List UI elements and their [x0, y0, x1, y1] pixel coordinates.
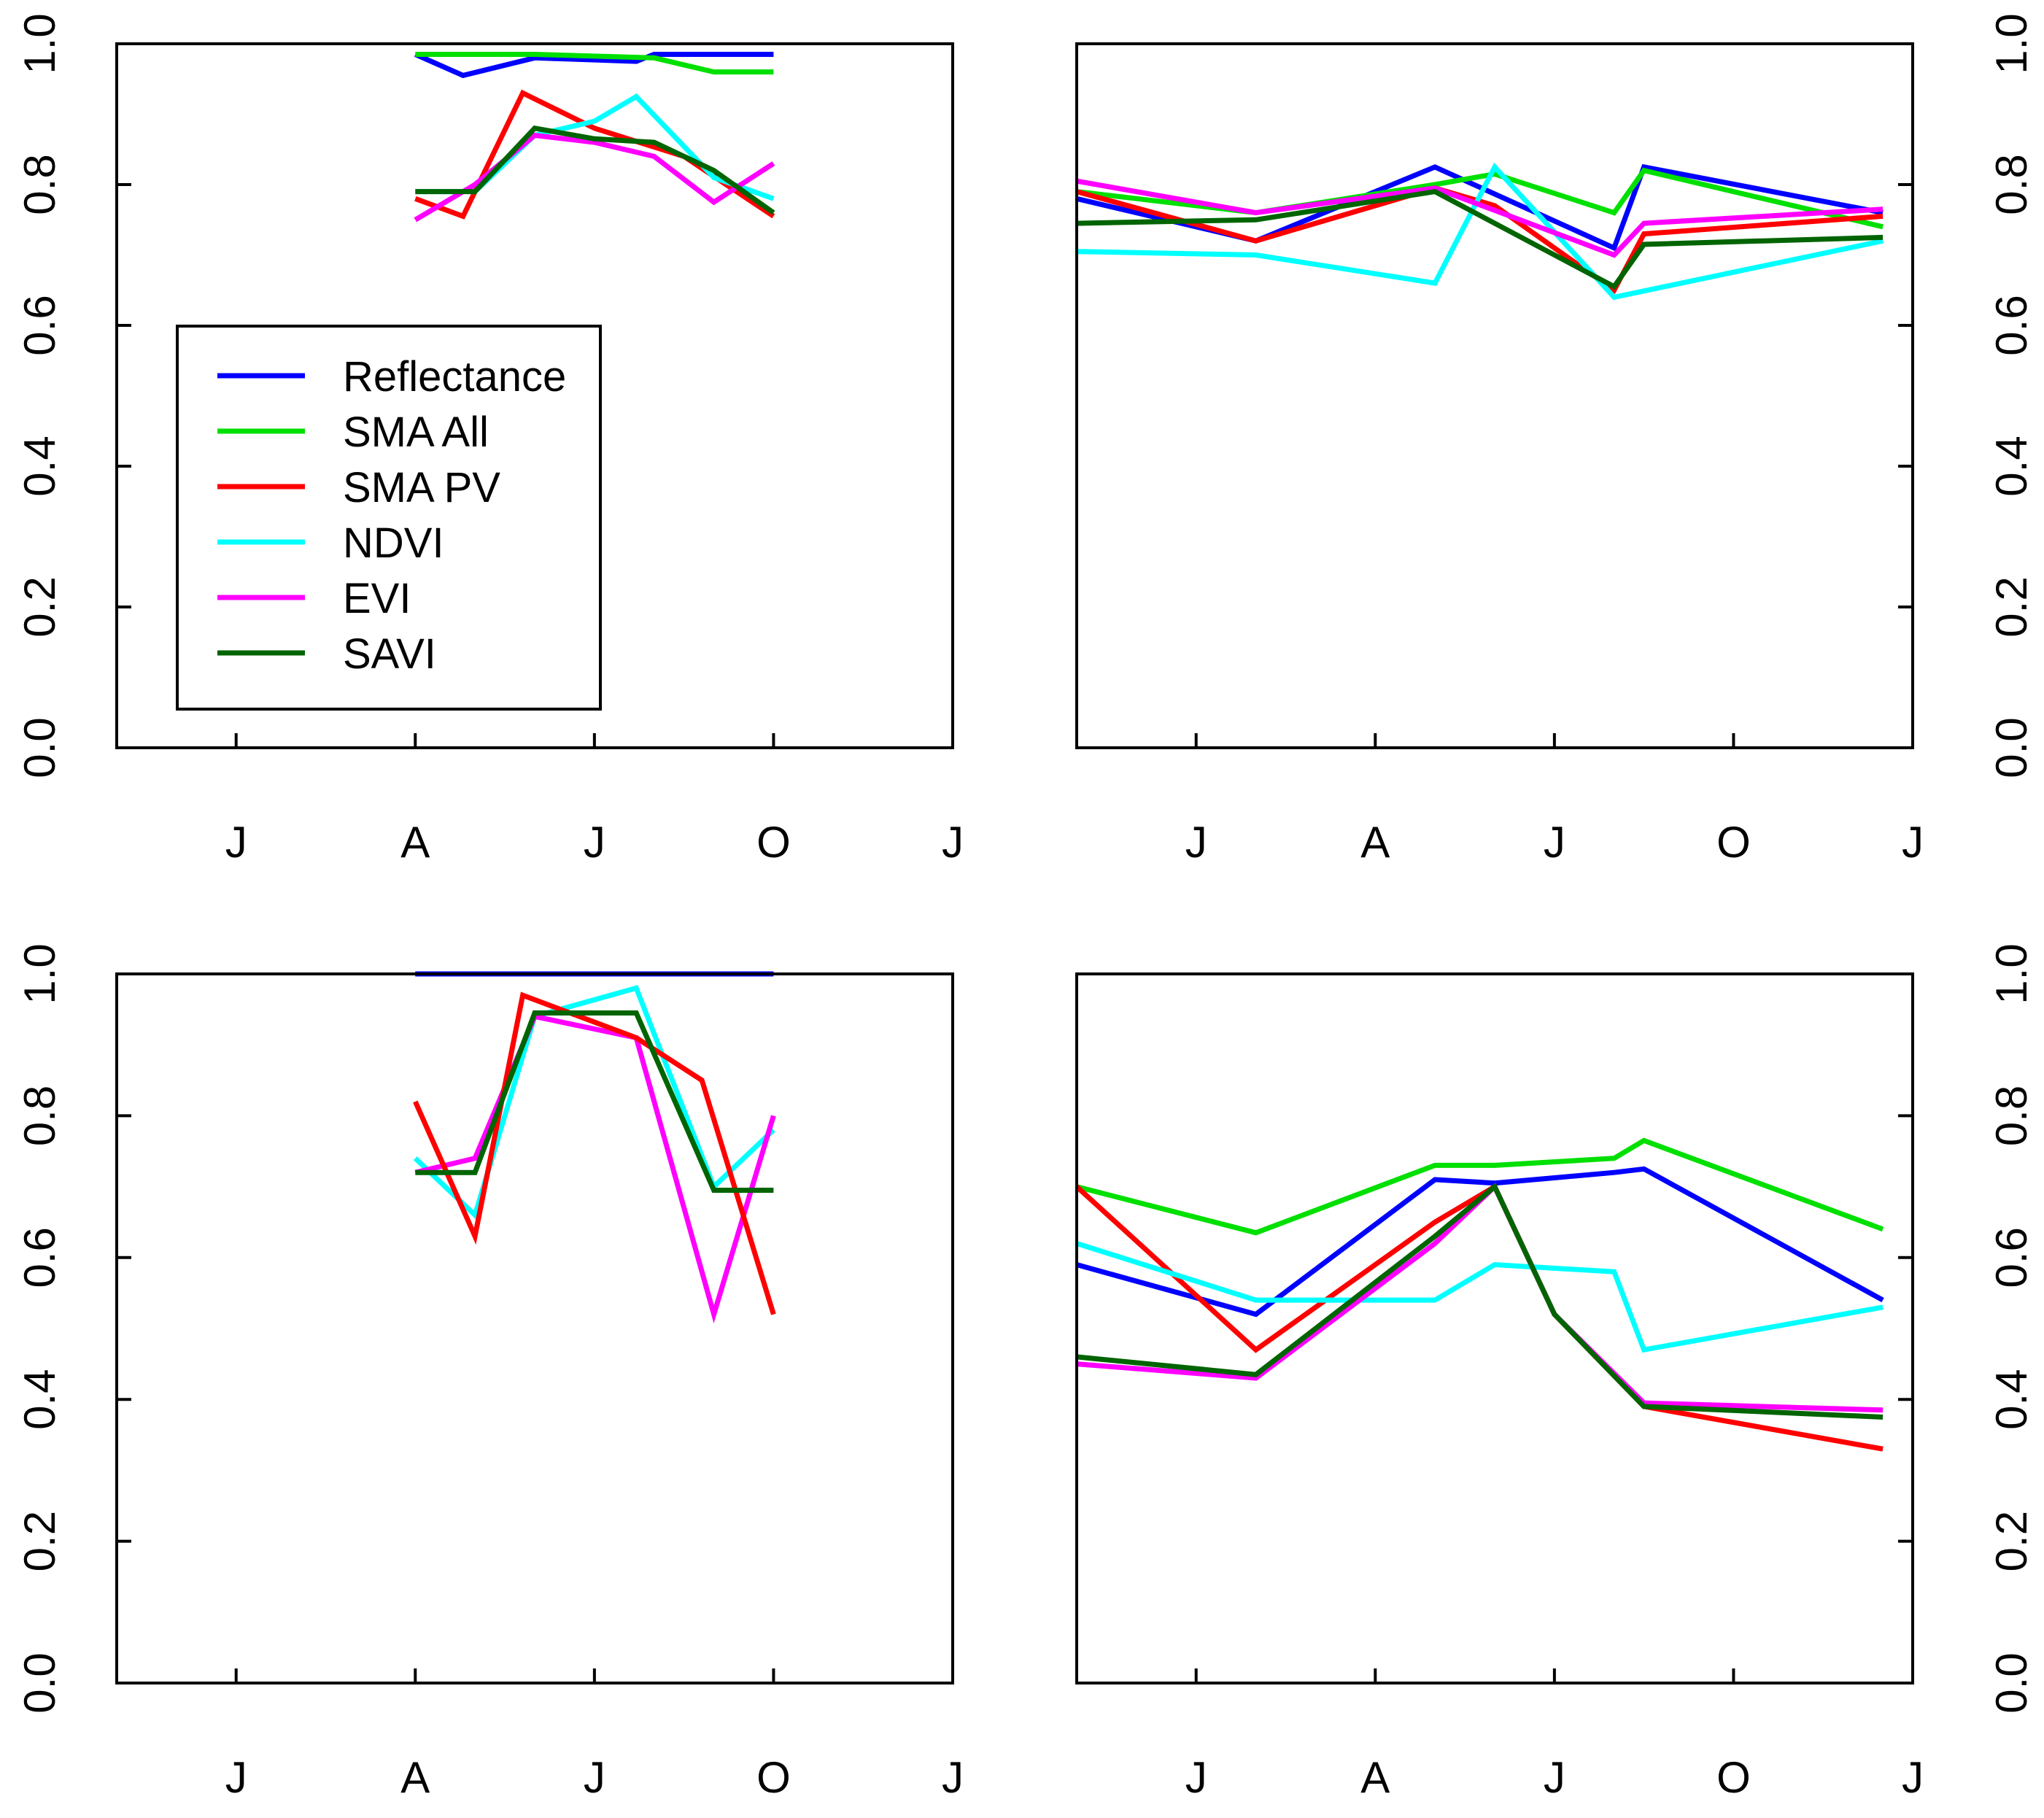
series-line-sma-pv: [1076, 185, 1884, 294]
y-tick-label: 0.8: [1987, 154, 2036, 214]
series-line-savi: [1076, 1183, 1884, 1420]
panel-bottom-right: J A J O J 0.0 0.2 0.4 0.6 0.8 1.0: [1075, 943, 2036, 1802]
plot-frame: [1075, 972, 1914, 1684]
plot-frame: [115, 972, 954, 1684]
y-tick-label: 0.0: [15, 1652, 64, 1713]
x-tick-label: J: [1902, 818, 1924, 867]
legend-box: [176, 325, 602, 711]
y-tick-label: 0.0: [1987, 1652, 2036, 1713]
x-tick-label: J: [584, 818, 605, 867]
x-tick-label: J: [942, 818, 964, 867]
y-tick-label: 0.4: [1987, 1369, 2036, 1429]
y-tick-label: 1.0: [15, 13, 64, 74]
x-tick-label: J: [1185, 1753, 1207, 1802]
series-line-savi: [1076, 188, 1884, 290]
panel-bottom-left: J A J O J 0.0 0.2 0.4 0.6 0.8 1.0: [15, 943, 964, 1802]
legend-items: Reflectance SMA All SMA PV NDVI EVI SAVI: [217, 353, 566, 678]
x-tick-label: J: [1902, 1753, 1924, 1802]
legend-label: SMA PV: [343, 464, 500, 511]
y-tick-label: 0.6: [1987, 1227, 2036, 1288]
panel-top-right: J A J O J 0.0 0.2 0.4 0.6 0.8 1.0: [1075, 13, 2036, 867]
legend: Reflectance SMA All SMA PV NDVI EVI SAVI: [176, 325, 602, 711]
panel-top-left: J A J O J 0.0 0.2 0.4 0.6 0.8 1.0: [15, 13, 964, 867]
x-tick-label: J: [1185, 818, 1207, 867]
panels-group: J A J O J 0.0 0.2 0.4 0.6 0.8 1.0 J A J O J 0.0 0.2 0.4 0.6…: [15, 13, 2036, 1802]
x-tick-label: A: [400, 818, 430, 867]
x-tick-label: A: [1360, 1753, 1390, 1802]
y-tick-label: 0.4: [1987, 436, 2036, 496]
legend-label: EVI: [343, 575, 411, 622]
x-tick-label: J: [942, 1753, 964, 1802]
x-tick-label: O: [1716, 818, 1751, 867]
series-line-sma-all: [1076, 1137, 1884, 1236]
plot-frame: [1075, 42, 1914, 749]
x-tick-label: J: [1544, 1753, 1565, 1802]
x-tick-label: O: [756, 818, 791, 867]
legend-label: Reflectance: [343, 353, 566, 401]
series-line-sma-pv: [414, 89, 775, 220]
y-tick-label: 0.8: [15, 154, 64, 214]
series-line-ndvi: [1076, 162, 1884, 301]
series-line-evi: [414, 1013, 776, 1324]
y-tick-label: 0.6: [1987, 295, 2036, 355]
y-tick-label: 0.4: [15, 436, 64, 496]
legend-label: SMA All: [343, 409, 489, 456]
legend-label: NDVI: [343, 519, 444, 567]
y-tick-label: 0.0: [1987, 717, 2036, 778]
y-tick-label: 1.0: [15, 943, 64, 1004]
x-tick-label: O: [756, 1753, 791, 1802]
x-tick-label: J: [225, 818, 247, 867]
x-tick-label: J: [225, 1753, 247, 1802]
plot-frame: [115, 42, 954, 749]
y-tick-label: 0.8: [15, 1086, 64, 1146]
y-tick-label: 0.6: [15, 295, 64, 355]
legend-label: SAVI: [343, 630, 436, 678]
y-tick-label: 0.2: [15, 576, 64, 637]
y-tick-label: 1.0: [1987, 943, 2036, 1004]
series-line-reflectance: [1076, 1166, 1884, 1318]
series-line-evi: [414, 132, 775, 223]
series-line-sma-pv: [413, 991, 776, 1315]
x-tick-label: A: [400, 1753, 430, 1802]
series-line-sma-all: [415, 52, 774, 75]
x-tick-label: O: [1716, 1753, 1751, 1802]
y-tick-label: 0.0: [15, 717, 64, 778]
series-line-savi: [415, 125, 775, 215]
x-tick-label: J: [1544, 818, 1565, 867]
y-tick-label: 0.2: [1987, 1511, 2036, 1571]
x-tick-label: J: [584, 1753, 605, 1802]
series-line-evi: [1076, 178, 1884, 258]
series-line-ndvi: [413, 985, 775, 1220]
y-tick-label: 0.8: [1987, 1086, 2036, 1146]
x-tick-label: A: [1360, 818, 1390, 867]
series-line-ndvi: [1075, 1241, 1884, 1353]
series-line-reflectance: [414, 52, 774, 79]
y-tick-label: 0.2: [1987, 576, 2036, 637]
series-line-savi: [415, 1010, 774, 1193]
y-tick-label: 0.4: [15, 1369, 64, 1429]
y-tick-label: 0.2: [15, 1511, 64, 1571]
y-tick-label: 1.0: [1987, 13, 2036, 74]
y-tick-label: 0.6: [15, 1227, 64, 1288]
